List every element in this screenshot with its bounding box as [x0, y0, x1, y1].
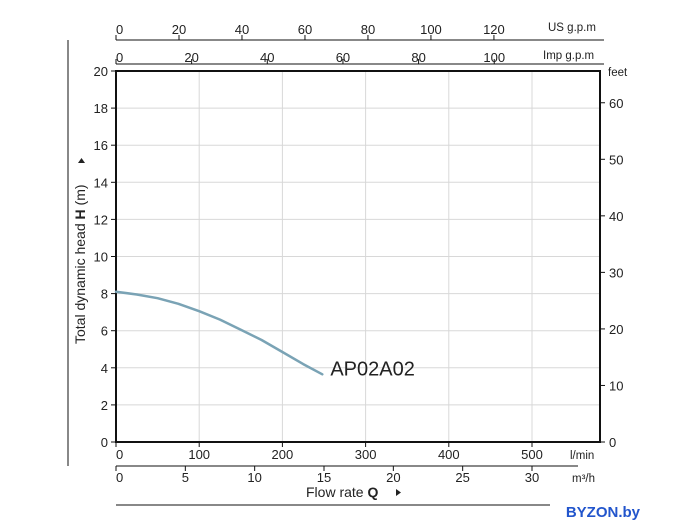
us-gpm-tick-label: 60 — [298, 22, 312, 37]
feet-tick-label: 0 — [609, 435, 616, 450]
y-tick-label: 8 — [101, 287, 108, 302]
us-gpm-tick-label: 0 — [116, 22, 123, 37]
y-tick-label: 6 — [101, 324, 108, 339]
feet-tick-label: 60 — [609, 96, 623, 111]
us-gpm-tick-label: 40 — [235, 22, 249, 37]
imp-gpm-tick-label: 100 — [483, 50, 505, 65]
y-tick-label: 0 — [101, 435, 108, 450]
feet-tick-label: 20 — [609, 322, 623, 337]
x-tick-label: 200 — [272, 447, 294, 462]
feet-tick-label: 10 — [609, 378, 623, 393]
us-gpm-tick-label: 100 — [420, 22, 442, 37]
series-label: AP02A02 — [330, 358, 415, 380]
m3h-tick-label: 0 — [116, 470, 123, 485]
x-tick-label: 500 — [521, 447, 543, 462]
feet-tick-label: 30 — [609, 265, 623, 280]
y-tick-label: 20 — [94, 64, 108, 79]
y-tick-label: 18 — [94, 101, 108, 116]
imp-gpm-tick-label: 20 — [184, 50, 198, 65]
y-tick-label: 4 — [101, 361, 108, 376]
imp-gpm-tick-label: 60 — [336, 50, 350, 65]
y-axis-title: Total dynamic head H (m) — [72, 184, 88, 344]
m3h-tick-label: 5 — [182, 470, 189, 485]
imp-gpm-tick-label: 0 — [116, 50, 123, 65]
m3h-tick-label: 10 — [247, 470, 261, 485]
x-axis-arrow-icon — [396, 489, 401, 496]
watermark: BYZON.by — [550, 500, 700, 525]
m3h-tick-label: 30 — [525, 470, 539, 485]
m3h-tick-label: 15 — [317, 470, 331, 485]
x-axis-title: Flow rate Q — [306, 484, 378, 500]
feet-tick-label: 50 — [609, 152, 623, 167]
us-gpm-tick-label: 20 — [172, 22, 186, 37]
m3h-tick-label: 20 — [386, 470, 400, 485]
y-tick-label: 14 — [94, 175, 108, 190]
us-gpm-unit-label: US g.p.m — [548, 22, 596, 34]
x-tick-label: 0 — [116, 447, 123, 462]
y-tick-label: 12 — [94, 212, 108, 227]
x-tick-label: 300 — [355, 447, 377, 462]
imp-gpm-tick-label: 80 — [411, 50, 425, 65]
us-gpm-tick-label: 120 — [483, 22, 505, 37]
y-tick-label: 10 — [94, 250, 108, 265]
us-gpm-tick-label: 80 — [361, 22, 375, 37]
y-axis-arrow-icon — [78, 158, 85, 163]
x-tick-label: 400 — [438, 447, 460, 462]
m3h-unit-label: m³/h — [572, 473, 595, 485]
x-unit-label: l/min — [570, 450, 594, 462]
m3h-tick-label: 25 — [455, 470, 469, 485]
x-tick-label: 100 — [188, 447, 210, 462]
y-tick-label: 16 — [94, 138, 108, 153]
feet-unit-label: feet — [608, 67, 628, 79]
feet-tick-label: 40 — [609, 209, 623, 224]
imp-gpm-tick-label: 40 — [260, 50, 274, 65]
imp-gpm-unit-label: Imp g.p.m — [543, 50, 594, 62]
y-tick-label: 2 — [101, 398, 108, 413]
series-curve — [114, 290, 324, 376]
